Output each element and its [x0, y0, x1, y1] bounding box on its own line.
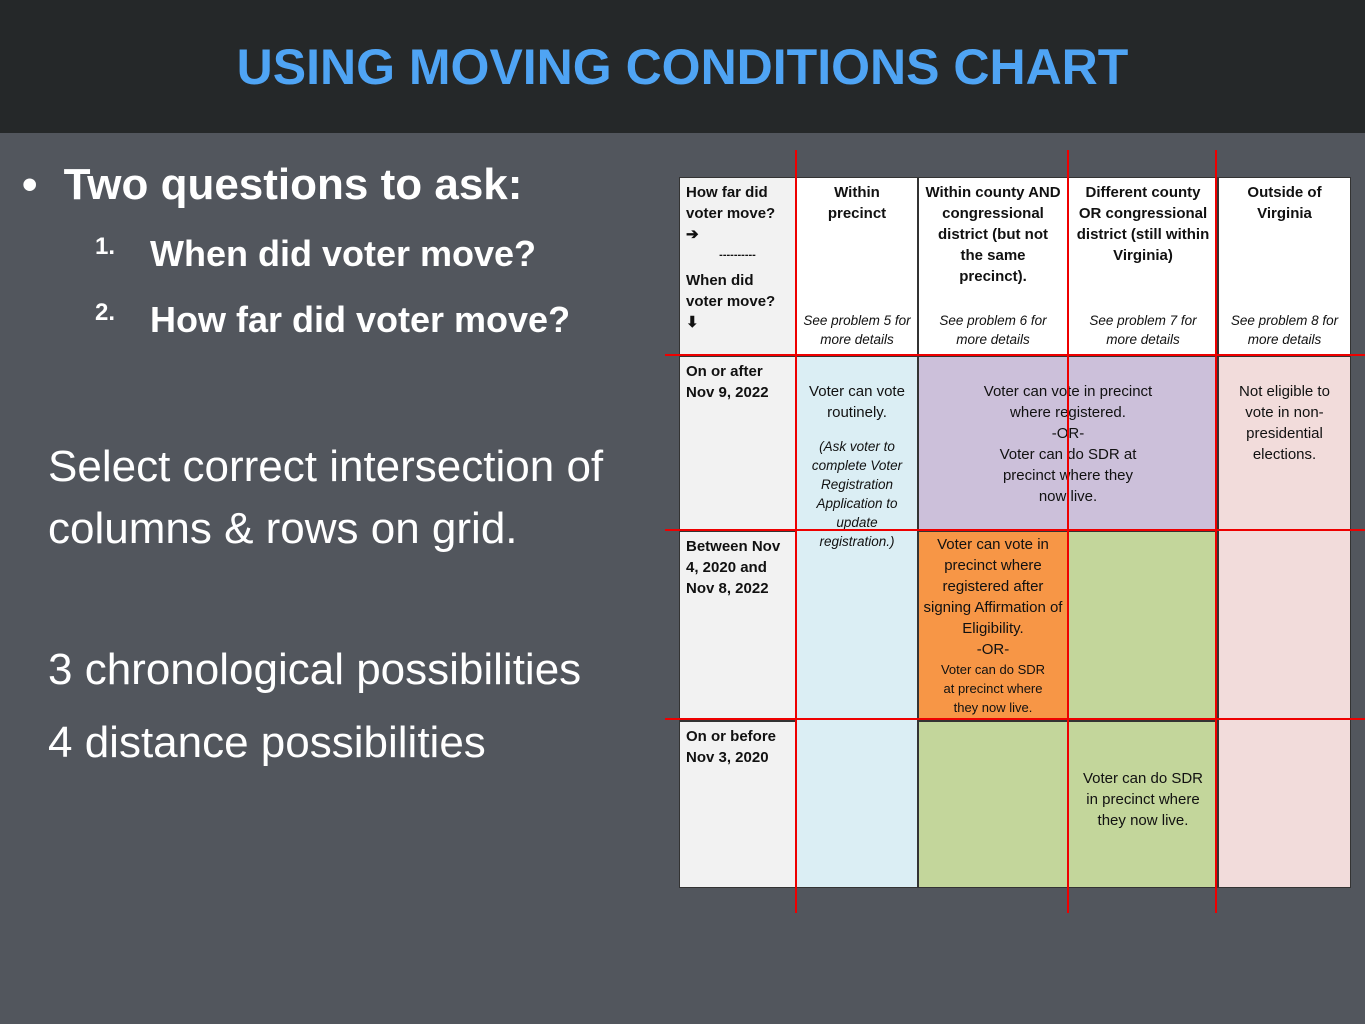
column-title: Within precinct — [827, 184, 887, 222]
paragraph: Select correct intersection of columns &… — [48, 442, 604, 553]
paragraph: 4 distance possibilities — [48, 718, 486, 767]
red-line — [665, 529, 1365, 531]
arrow: ⬇ — [686, 314, 699, 331]
red-line — [665, 718, 1365, 720]
column-title: Within county AND congressional district… — [925, 184, 1061, 285]
column-title: Different county OR congressional distri… — [1076, 184, 1210, 264]
item: 1. When did voter move? — [95, 233, 536, 274]
row-header: On or after Nov 9, 2022 — [679, 356, 796, 531]
column-note: See problem 5 for more details — [803, 313, 911, 347]
row-header: Between Nov 4, 2020 and Nov 8, 2022 — [679, 531, 796, 721]
red-line — [795, 150, 797, 913]
cell — [1068, 531, 1218, 721]
item-text: How far did voter move? — [150, 299, 571, 340]
cell-text: Voter can vote routinely. — [809, 383, 905, 421]
item-number: 2. — [95, 299, 116, 326]
cell: Voter can vote routinely. (Ask voter to c… — [796, 356, 918, 888]
item-text: When did voter move? — [150, 233, 537, 274]
arrow: ➔ — [686, 226, 699, 243]
column-note: See problem 8 for more details — [1230, 313, 1339, 347]
corner-text: When did voter move? — [686, 272, 776, 310]
corner-cell: How far did voter move? ➔ ---------- Whe… — [679, 177, 796, 356]
row-header: On or before Nov 3, 2020 — [679, 721, 796, 888]
red-line — [665, 354, 1365, 356]
paragraph: 3 chronological possibilities — [48, 645, 582, 694]
item: 2. How far did voter move? — [95, 299, 570, 340]
title-bar — [0, 0, 1365, 133]
column-header: Within precinct See problem 5 for more de… — [796, 177, 918, 356]
cell-text: Voter can do SDR at precinct where they … — [940, 662, 1046, 715]
bullet-text: Two questions to ask: — [63, 160, 523, 209]
red-line — [1215, 150, 1217, 913]
cell: Voter can vote in precinct where registe… — [918, 531, 1068, 721]
cell — [918, 721, 1068, 888]
item-number: 1. — [95, 233, 116, 260]
cell-text: Voter can vote in precinct where registe… — [923, 536, 1063, 637]
column-header: Outside of Virginia See problem 8 for mor… — [1218, 177, 1351, 356]
column-note: See problem 6 for more details — [939, 313, 1047, 347]
column-note: See problem 7 for more details — [1089, 313, 1197, 347]
corner-text: How far did voter move? — [686, 184, 776, 222]
cell: Voter can do SDR in precinct where they … — [1068, 721, 1218, 888]
column-header: Within county AND congressional district… — [918, 177, 1068, 356]
separator: ---------- — [719, 249, 756, 261]
column-title: Outside of Virginia — [1247, 184, 1322, 222]
red-line — [1067, 150, 1069, 913]
title: USING MOVING CONDITIONS CHART — [236, 39, 1129, 95]
grid: How far did voter move? ➔ ---------- Whe… — [679, 177, 1351, 888]
cell-note: (Ask voter to complete Voter Registratio… — [811, 439, 903, 549]
bullet: • Two questions to ask: — [22, 160, 523, 209]
cell: Not eligible to vote in non-presidential… — [1218, 356, 1351, 888]
column-header: Different county OR congressional distri… — [1068, 177, 1218, 356]
cell-text: -OR- — [976, 641, 1010, 658]
